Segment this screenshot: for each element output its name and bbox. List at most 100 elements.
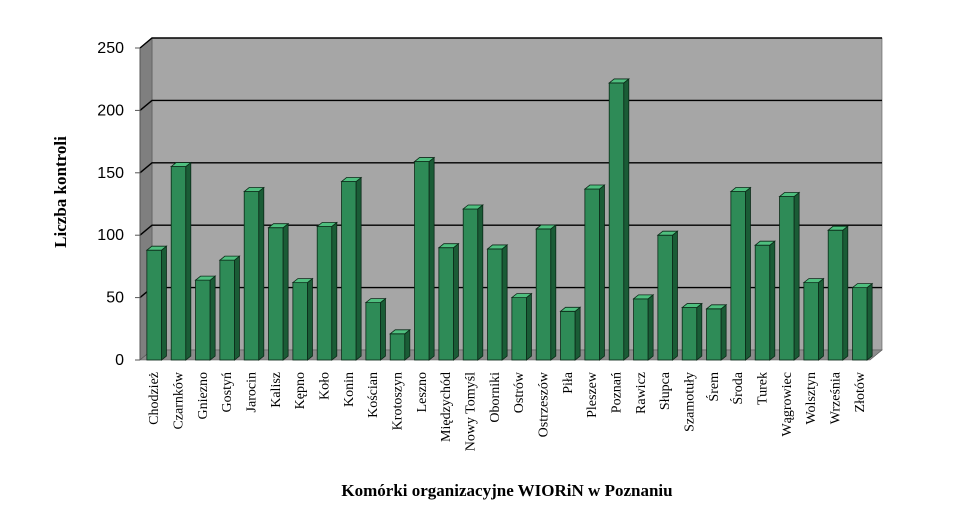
bar-front	[584, 188, 600, 361]
bar-front	[560, 310, 576, 361]
bar-front	[462, 208, 479, 361]
bar-side	[331, 221, 338, 361]
bar-top	[145, 245, 168, 251]
x-tick-label: Pleszew	[585, 371, 600, 418]
x-tick-label: Września	[829, 371, 844, 424]
bar-top	[656, 230, 679, 236]
bar	[632, 294, 655, 361]
x-tick-label: Szamotuły	[683, 372, 698, 432]
gridline	[139, 99, 882, 111]
bar-front	[511, 297, 527, 361]
bar	[267, 222, 290, 361]
bar-top	[851, 283, 874, 289]
bar-front	[365, 302, 381, 361]
bar-front	[535, 228, 552, 361]
bar-side	[696, 302, 703, 361]
x-tick-label: Krotoszyn	[391, 372, 406, 430]
y-tick-label: 0	[115, 352, 124, 369]
x-axis-ticks: Chodzież Czarnków Gniezno Gostyń Jarocin Kali…	[147, 371, 868, 451]
bar-top	[243, 187, 265, 192]
bar	[681, 302, 703, 361]
bar-top	[632, 294, 655, 300]
bar-top	[194, 275, 217, 281]
bar	[486, 244, 509, 361]
bar-front	[219, 259, 235, 361]
bar	[291, 277, 314, 361]
bar	[754, 240, 776, 361]
bar-front	[779, 196, 795, 361]
bar-side	[185, 161, 192, 361]
bar-side	[404, 328, 411, 361]
bar-front	[341, 181, 357, 361]
bar-top	[802, 278, 825, 284]
bar-top	[535, 224, 557, 230]
x-tick-label: Wągrowiec	[780, 372, 795, 437]
x-tick-label: Kalisz	[269, 372, 284, 408]
bar-top	[559, 306, 582, 312]
bar-side	[599, 184, 605, 361]
y-axis-ticks: 0 50 100 150 200 250	[97, 40, 141, 369]
bar	[535, 224, 557, 361]
bar-side	[769, 240, 776, 361]
x-tick-label: Wolsztyn	[804, 372, 819, 425]
bar-side	[550, 224, 557, 361]
bar-front	[657, 234, 673, 361]
bar-side	[453, 242, 459, 361]
bar-top	[510, 293, 533, 299]
bar-side	[793, 191, 800, 361]
bar	[170, 161, 192, 361]
bar	[608, 78, 630, 361]
bar	[364, 297, 387, 361]
bar	[340, 176, 363, 361]
bar-top	[754, 240, 776, 246]
x-tick-label: Ostrzeszów	[537, 371, 552, 437]
bar-top	[364, 298, 387, 303]
bar-front	[827, 229, 844, 361]
bar-front	[803, 282, 819, 361]
bar-side	[234, 255, 240, 361]
bar-side	[501, 244, 508, 361]
bar	[802, 277, 825, 361]
gridline	[139, 162, 882, 174]
bar	[583, 184, 606, 361]
x-tick-label: Rawicz	[634, 372, 649, 414]
bar	[510, 292, 533, 361]
x-tick-label: Jarocin	[245, 372, 260, 412]
bar-top	[705, 304, 728, 310]
x-tick-label: Chodzież	[147, 372, 162, 425]
y-tick-label: 50	[106, 290, 124, 307]
x-tick-label: Złotów	[853, 371, 868, 412]
bar-top	[170, 162, 192, 167]
bars	[145, 78, 874, 361]
bar	[851, 282, 874, 361]
bar-top	[267, 223, 290, 229]
bar-front	[195, 279, 211, 361]
x-tick-label: Gniezno	[196, 372, 211, 419]
x-tick-label: Piła	[561, 371, 576, 394]
bar	[462, 204, 484, 361]
x-tick-label: Gostyń	[220, 372, 235, 412]
bar	[316, 221, 338, 361]
x-tick-label: Międzychód	[439, 372, 454, 442]
bar-top	[462, 204, 484, 210]
bar-front	[292, 282, 308, 361]
bar-side	[161, 245, 167, 361]
bar-front	[389, 333, 406, 361]
bar-side	[282, 222, 289, 361]
x-tick-label: Słupca	[658, 371, 673, 410]
bar-side	[818, 277, 824, 361]
bar-top	[778, 192, 801, 197]
bar	[729, 186, 752, 361]
x-tick-label: Turek	[756, 372, 771, 405]
bar-top	[316, 222, 338, 227]
bar-side	[623, 78, 630, 361]
bar	[827, 225, 849, 361]
bar-front	[730, 191, 746, 361]
y-tick-label: 250	[97, 40, 124, 57]
bar	[778, 191, 801, 361]
bar-front	[414, 161, 430, 361]
bar-top	[486, 244, 509, 250]
bar-front	[487, 248, 503, 361]
x-tick-label: Oborniki	[488, 372, 503, 423]
y-axis-title: Liczba kontroli	[51, 136, 70, 248]
